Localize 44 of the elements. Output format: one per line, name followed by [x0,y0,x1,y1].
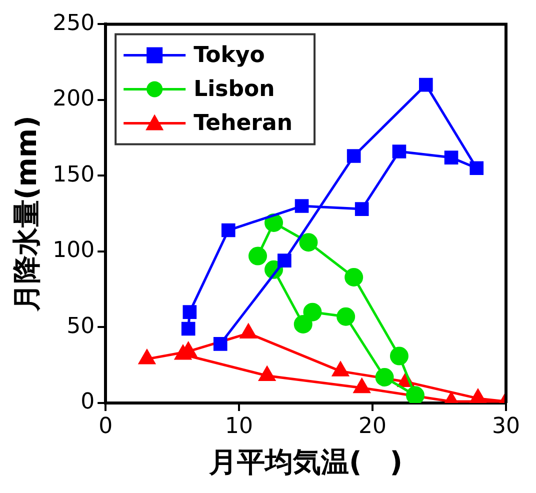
point [248,246,267,266]
y-tick-label: 0 [80,390,95,415]
point [470,161,484,176]
point [336,307,356,326]
x-axis-title: 月平均気温( ) [208,445,403,478]
point [344,268,364,286]
point [294,314,312,334]
point [375,368,394,386]
point [444,150,458,164]
x-tick-label: 30 [492,414,520,439]
point [240,324,257,339]
y-axis-title: 月降水量(mm) [10,116,44,313]
point [181,322,196,336]
legend-label: Teheran [194,110,293,136]
point [303,302,322,322]
y-tick-label: 150 [52,162,95,188]
y-tick-label: 100 [52,238,95,264]
point [138,350,156,364]
point [278,254,292,268]
point [182,305,197,319]
point [258,366,276,381]
point [390,346,408,366]
y-tick-label: 250 [52,10,95,36]
point [406,386,424,403]
y-tick-label: 50 [66,314,95,339]
point [221,223,236,238]
x-tick-label: 20 [358,414,387,439]
point [264,213,284,232]
x-tick-label: 10 [225,414,254,439]
point [294,199,309,213]
point [332,362,349,376]
point [346,149,361,163]
point [354,202,369,216]
y-tick-label: 200 [52,86,95,112]
point [354,378,370,394]
point [299,233,318,252]
point [392,144,406,158]
point [213,337,228,351]
point [470,389,486,403]
point [419,78,433,92]
legend-label: Lisbon [194,76,275,102]
legend-label: Tokyo [194,42,265,68]
x-tick-label: 0 [98,414,113,439]
point [174,345,192,360]
